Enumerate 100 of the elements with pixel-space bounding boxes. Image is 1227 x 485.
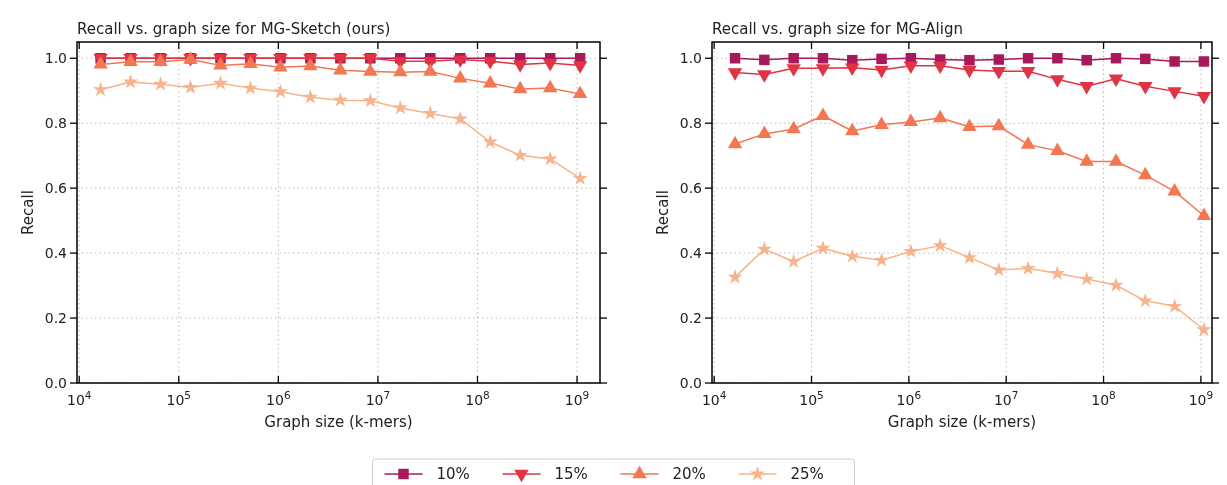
point: [759, 54, 770, 66]
chart-title: Recall vs. graph size for MG-Align: [712, 20, 963, 38]
point: [993, 54, 1005, 65]
point: [1138, 166, 1153, 180]
y-axis-title: Recall: [19, 190, 37, 235]
x-tick-label: 10$^{8}$: [465, 389, 490, 408]
x-tick-label: 10$^{7}$: [365, 389, 391, 408]
point: [991, 117, 1006, 131]
point: [815, 240, 831, 255]
point: [874, 116, 889, 129]
point: [874, 252, 890, 267]
y-axis-title: Recall: [654, 190, 672, 235]
point: [964, 54, 975, 66]
x-tick-label: 10$^{7}$: [993, 389, 1019, 408]
point: [1049, 265, 1065, 280]
y-tick-label: 1.0: [679, 50, 702, 67]
point: [1137, 292, 1153, 308]
legend-label: 15%: [554, 465, 588, 484]
x-tick-label: 10$^{6}$: [266, 389, 291, 408]
point: [452, 111, 468, 126]
point: [903, 113, 919, 127]
point: [991, 262, 1007, 277]
point: [303, 57, 318, 71]
point: [844, 248, 860, 263]
point: [1108, 153, 1124, 166]
point: [932, 109, 948, 123]
point: [1081, 54, 1092, 66]
point: [1167, 183, 1182, 196]
point: [1020, 136, 1036, 149]
y-tick-label: 0.4: [44, 245, 68, 261]
x-tick-label: 10$^{5}$: [166, 389, 192, 408]
y-tick-label: 0.0: [679, 374, 702, 391]
point: [727, 135, 743, 149]
point: [362, 92, 378, 108]
y-tick-label: 1.0: [44, 50, 67, 67]
point: [572, 170, 588, 185]
point: [817, 52, 829, 64]
x-tick-label: 10$^{4}$: [701, 389, 727, 408]
point: [423, 63, 438, 76]
point: [272, 83, 288, 99]
point: [542, 151, 558, 166]
point: [1079, 153, 1094, 166]
point: [962, 118, 977, 131]
y-tick-label: 0.0: [44, 374, 67, 391]
x-tick-label: 10$^{5}$: [799, 389, 824, 408]
point: [1167, 298, 1183, 313]
point: [1169, 56, 1180, 67]
point: [153, 76, 169, 91]
y-tick-label: 0.2: [44, 309, 67, 326]
point: [757, 125, 772, 139]
point: [1110, 52, 1122, 64]
point: [1196, 207, 1212, 220]
point: [483, 74, 498, 88]
legend-label: 10%: [436, 465, 470, 484]
point: [212, 75, 228, 90]
point: [273, 59, 288, 72]
point: [512, 147, 528, 162]
x-tick-label: 10$^{8}$: [1091, 389, 1116, 408]
point: [93, 81, 109, 97]
point: [1108, 277, 1124, 292]
point: [1022, 52, 1034, 64]
point: [1196, 321, 1212, 337]
point: [1020, 260, 1036, 275]
point: [242, 80, 258, 95]
point: [729, 52, 741, 64]
point: [333, 61, 348, 75]
point: [363, 63, 378, 76]
point: [482, 134, 498, 149]
point: [453, 70, 468, 83]
x-tick-label: 10$^{4}$: [66, 389, 92, 408]
x-tick-label: 10$^{9}$: [1188, 389, 1214, 408]
y-tick-label: 0.2: [679, 309, 702, 326]
point: [123, 74, 139, 89]
point: [422, 105, 438, 120]
x-axis-title: Graph size (k-mers): [264, 413, 413, 431]
point: [182, 79, 198, 94]
legend-label: 25%: [790, 465, 824, 484]
point: [786, 120, 801, 134]
point: [302, 89, 318, 104]
point: [815, 107, 831, 120]
x-axis-title: Graph size (k-mers): [887, 413, 1037, 431]
point: [512, 80, 528, 94]
chart-title: Recall vs. graph size for MG-Sketch (ours): [77, 20, 391, 38]
point: [903, 243, 919, 258]
point: [727, 269, 743, 284]
y-tick-label: 0.8: [679, 115, 702, 132]
y-tick-label: 0.8: [44, 115, 67, 132]
y-tick-label: 0.6: [44, 180, 68, 197]
legend-label: 20%: [672, 465, 706, 484]
point: [1050, 142, 1065, 155]
point: [332, 92, 348, 107]
point: [932, 237, 948, 253]
y-tick-label: 0.4: [679, 245, 703, 261]
point: [393, 63, 408, 77]
point: [392, 100, 408, 115]
point: [786, 253, 802, 268]
y-tick-label: 0.6: [679, 180, 703, 197]
point: [876, 53, 887, 65]
point: [542, 79, 558, 93]
point: [961, 249, 977, 265]
